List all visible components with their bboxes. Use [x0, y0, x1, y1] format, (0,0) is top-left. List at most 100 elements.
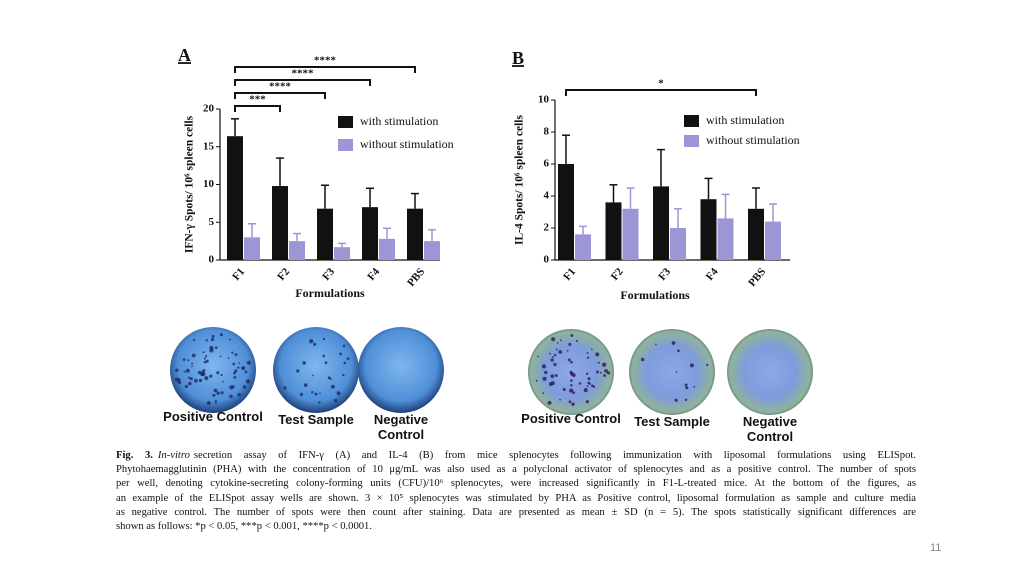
spot — [209, 345, 214, 351]
well-label: Test Sample — [278, 412, 354, 427]
bar — [700, 199, 717, 260]
spot — [220, 373, 223, 377]
spot — [604, 368, 608, 373]
spot — [555, 348, 558, 351]
spot — [589, 383, 592, 385]
spot — [302, 361, 306, 365]
legend-swatch — [684, 115, 699, 127]
significance-label: **** — [292, 68, 315, 80]
caption-line: Phytohaemagglutinin (PHA) with the conce… — [116, 464, 916, 476]
panel-label: B — [512, 48, 524, 68]
spot — [318, 401, 321, 404]
spot — [243, 386, 247, 389]
caption-line: as negative control. The number of spots… — [116, 506, 916, 518]
spot — [550, 358, 554, 362]
spot — [674, 398, 678, 402]
spot — [237, 392, 241, 397]
spot — [677, 349, 680, 353]
well-label: Negative Control — [373, 412, 429, 442]
well — [170, 327, 256, 413]
x-axis-label: Formulations — [620, 288, 690, 302]
spot — [245, 379, 251, 384]
spot — [329, 377, 332, 380]
spot — [174, 377, 179, 382]
x-tick-label: F1 — [561, 266, 578, 283]
spot — [216, 371, 220, 375]
spot — [586, 352, 589, 354]
spot — [234, 353, 238, 357]
bar — [244, 237, 260, 260]
bar — [653, 186, 669, 260]
spot — [177, 380, 182, 385]
spot — [227, 357, 230, 359]
spot — [558, 350, 563, 354]
spot — [183, 370, 186, 373]
spot — [212, 393, 216, 397]
bar — [670, 228, 686, 260]
x-tick-label: F4 — [365, 265, 382, 282]
spot — [569, 370, 573, 374]
spot — [334, 399, 338, 403]
spot — [313, 342, 317, 346]
spot — [244, 370, 248, 374]
spot — [684, 398, 688, 402]
spot — [675, 371, 678, 373]
spot — [213, 388, 218, 393]
significance-label: * — [658, 78, 664, 90]
well-label: Positive Control — [163, 409, 263, 424]
y-axis-label: IFN-γ Spots/ 10⁶ spleen cells — [184, 115, 196, 253]
page-number: 11 — [930, 542, 942, 554]
bar — [334, 247, 350, 260]
spot — [346, 357, 350, 361]
spot — [542, 376, 547, 381]
spot — [214, 346, 218, 349]
spot — [229, 394, 233, 399]
spot — [219, 333, 223, 337]
spot — [205, 359, 209, 363]
spot — [231, 385, 235, 389]
spot — [188, 381, 192, 386]
spot — [592, 385, 596, 388]
well-label: Test Sample — [634, 414, 710, 429]
caption-label: Fig. 3. — [116, 450, 153, 461]
spot — [606, 371, 611, 375]
spot — [222, 380, 224, 383]
spot — [640, 357, 645, 362]
spot — [575, 339, 579, 343]
y-tick-label: 15 — [203, 140, 215, 152]
spot — [537, 355, 539, 358]
spot — [597, 361, 600, 364]
bar — [622, 208, 639, 260]
spot — [204, 376, 209, 381]
spot — [570, 379, 573, 382]
spot — [548, 382, 553, 386]
caption: Fig. 3. In-vitro secretion assay of IFN-γ … — [116, 449, 916, 534]
y-tick-label: 8 — [544, 126, 550, 138]
spot — [336, 391, 341, 396]
spot — [542, 392, 545, 395]
spot — [553, 353, 557, 357]
x-tick-label: PBS — [746, 266, 768, 289]
spot — [322, 337, 326, 341]
spot — [299, 392, 304, 396]
spot — [570, 334, 574, 337]
spot — [556, 342, 559, 344]
x-tick-label: F3 — [320, 265, 337, 282]
spot — [202, 351, 205, 354]
x-tick-label: F2 — [609, 265, 626, 282]
panel-label: A — [178, 45, 191, 65]
spot — [554, 374, 558, 377]
spot — [544, 370, 548, 375]
bar — [605, 202, 622, 260]
y-tick-label: 20 — [203, 103, 215, 115]
spot — [187, 376, 191, 379]
legend-label: without stimulation — [360, 137, 454, 151]
bar — [575, 234, 591, 260]
spot — [585, 400, 589, 404]
spot — [595, 352, 600, 357]
bar — [717, 218, 734, 260]
spot — [535, 379, 538, 382]
spot — [553, 362, 557, 367]
spot — [312, 374, 314, 377]
spot — [572, 373, 576, 378]
